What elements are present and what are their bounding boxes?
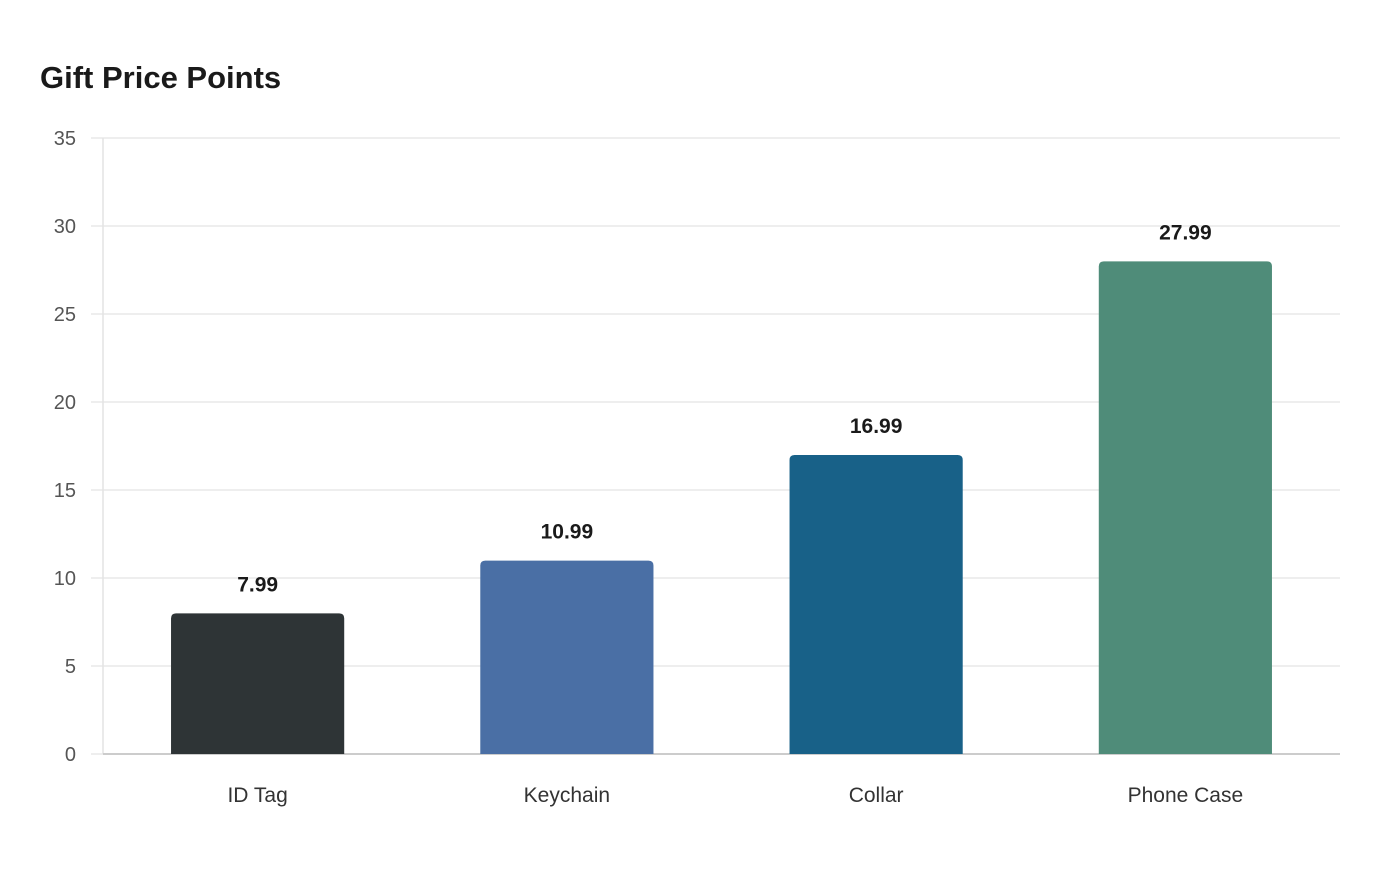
y-tick-label: 0: [65, 744, 76, 766]
bar-id-tag: [171, 613, 345, 754]
data-label: 27.99: [1159, 221, 1212, 244]
y-tick-label: 35: [54, 128, 76, 150]
y-tick-label: 5: [65, 656, 76, 678]
bars: [171, 261, 1272, 754]
bar-collar: [789, 454, 963, 754]
x-tick-label: ID Tag: [227, 784, 287, 807]
y-tick-label: 20: [54, 392, 76, 414]
data-label: 7.99: [237, 573, 278, 596]
y-tick-label: 15: [54, 480, 76, 502]
y-tick-label: 25: [54, 304, 76, 326]
y-tick-label: 10: [54, 568, 76, 590]
data-labels: 7.99 10.99 16.99 27.99: [237, 221, 1211, 596]
x-tick-label: Phone Case: [1128, 784, 1244, 807]
bar-keychain: [480, 560, 654, 754]
x-tick-label: Collar: [849, 784, 904, 807]
chart-title: Gift Price Points: [40, 60, 282, 95]
y-axis-ticks: 0 5 10 15 20 25 30 35: [54, 128, 103, 766]
x-tick-label: Keychain: [524, 784, 610, 807]
y-tick-label: 30: [54, 216, 76, 238]
data-label: 10.99: [541, 521, 594, 544]
x-axis-categories: ID Tag Keychain Collar Phone Case: [227, 784, 1243, 807]
data-label: 16.99: [850, 415, 903, 438]
bar-phone-case: [1098, 261, 1272, 754]
